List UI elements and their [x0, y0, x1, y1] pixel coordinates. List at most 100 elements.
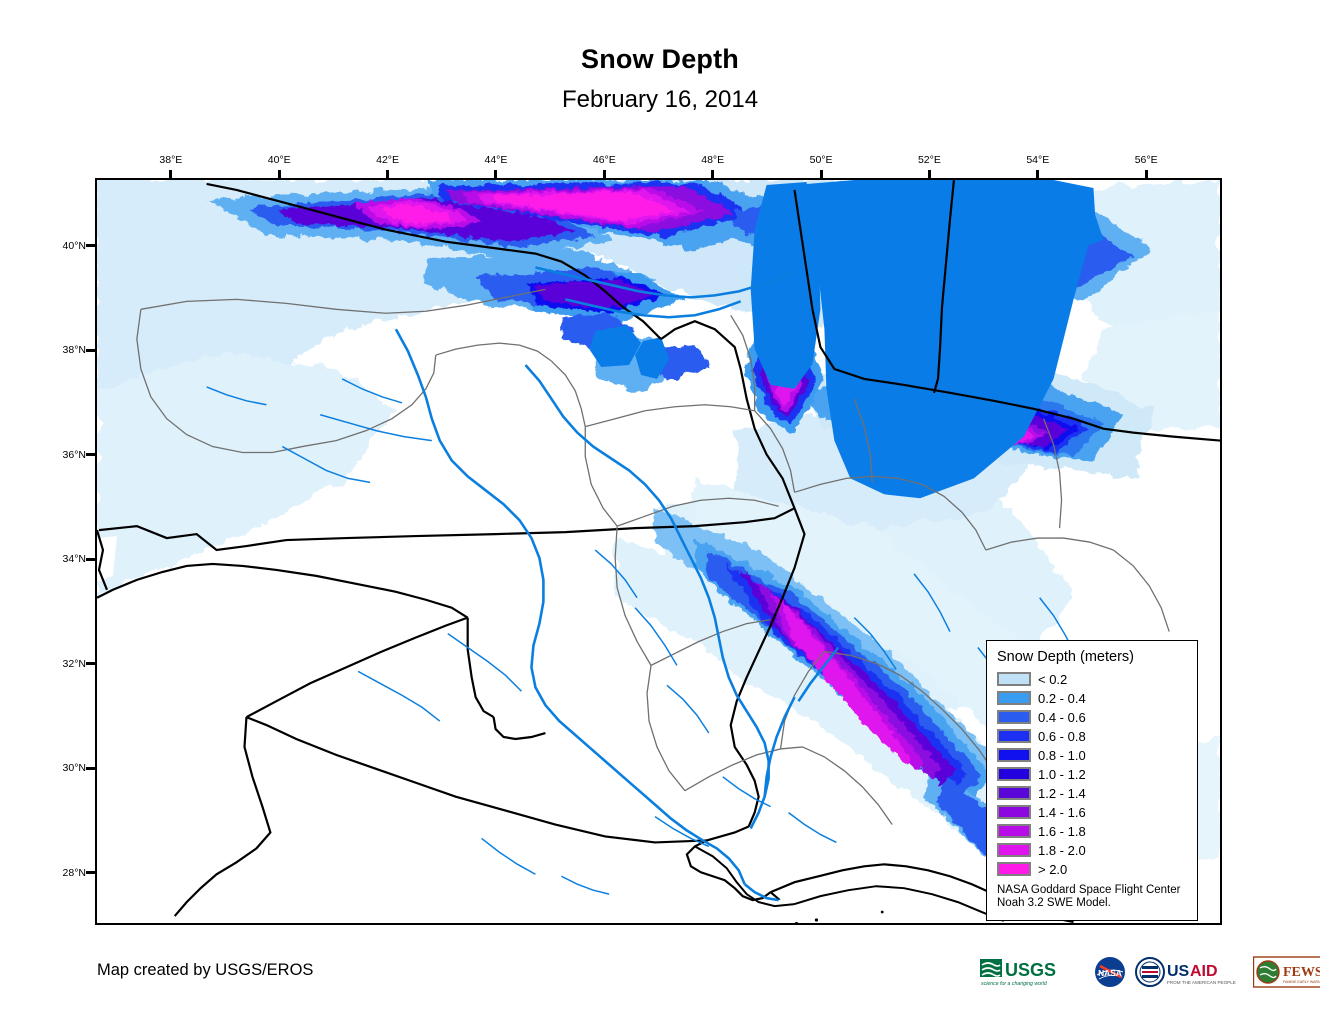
- usaid-logo: US AID FROM THE AMERICAN PEOPLE: [1134, 955, 1246, 989]
- svg-text:US: US: [1167, 963, 1190, 980]
- legend-swatch: [997, 805, 1031, 819]
- caspian-sea-west-lobe: [750, 181, 821, 389]
- latitude-label: 36°N: [62, 448, 86, 461]
- longitude-tick: [386, 170, 390, 179]
- longitude-label: 46°E: [592, 154, 616, 166]
- legend-label: 1.4 - 1.6: [1038, 804, 1086, 820]
- legend-row: 1.6 - 1.8: [997, 822, 1197, 840]
- latitude-label: 40°N: [62, 239, 86, 252]
- legend-swatch: [997, 672, 1031, 686]
- svg-text:FROM THE AMERICAN PEOPLE: FROM THE AMERICAN PEOPLE: [1167, 980, 1236, 985]
- legend-row: 1.4 - 1.6: [997, 803, 1197, 821]
- latitude-tick: [86, 871, 95, 875]
- legend-label: < 0.2: [1038, 671, 1068, 687]
- longitude-label: 40°E: [267, 154, 291, 166]
- map-credit: Map created by USGS/EROS: [97, 961, 314, 979]
- caspian-sea: [794, 180, 1096, 499]
- agency-logos: USGS science for a changing world NASA U…: [978, 954, 1320, 990]
- legend-row: < 0.2: [997, 670, 1197, 688]
- latitude-tick: [86, 662, 95, 666]
- latitude-label: 28°N: [62, 866, 86, 879]
- latitude-tick: [86, 348, 95, 352]
- longitude-tick: [819, 170, 823, 179]
- longitude-label: 56°E: [1134, 154, 1158, 166]
- legend-swatch: [997, 748, 1031, 762]
- longitude-label: 50°E: [809, 154, 833, 166]
- legend-swatch: [997, 729, 1031, 743]
- svg-text:NASA: NASA: [1098, 968, 1122, 978]
- legend-row: > 2.0: [997, 860, 1197, 878]
- svg-text:science for a changing world: science for a changing world: [981, 981, 1048, 987]
- legend-label: 1.6 - 1.8: [1038, 823, 1086, 839]
- legend-label: > 2.0: [1038, 861, 1068, 877]
- longitude-tick: [1144, 170, 1148, 179]
- svg-text:FEWS: FEWS: [1283, 965, 1320, 980]
- legend-title: Snow Depth (meters): [997, 649, 1134, 665]
- map-legend: Snow Depth (meters) < 0.2 0.2 - 0.4 0.4 - …: [986, 640, 1198, 921]
- caspian-sea-north-inlet: [914, 180, 1000, 222]
- legend-row: 0.8 - 1.0: [997, 746, 1197, 764]
- legend-label: 0.6 - 0.8: [1038, 728, 1086, 744]
- legend-label: 1.8 - 2.0: [1038, 842, 1086, 858]
- longitude-tick: [169, 170, 173, 179]
- longitude-tick: [277, 170, 281, 179]
- latitude-label: 30°N: [62, 762, 86, 775]
- legend-note-line2: Noah 3.2 SWE Model.: [997, 897, 1111, 909]
- rivers-minor: [206, 378, 1077, 895]
- legend-row: 0.4 - 0.6: [997, 708, 1197, 726]
- legend-note-line1: NASA Goddard Space Flight Center: [997, 884, 1181, 896]
- latitude-tick: [86, 766, 95, 770]
- legend-label: 0.8 - 1.0: [1038, 747, 1086, 763]
- nasa-logo: NASA: [1095, 957, 1125, 987]
- legend-source-note: NASA Goddard Space Flight Center Noah 3.…: [997, 884, 1197, 910]
- legend-row: 1.8 - 2.0: [997, 841, 1197, 859]
- latitude-label: 32°N: [62, 657, 86, 670]
- legend-swatch: [997, 767, 1031, 781]
- legend-label: 1.2 - 1.4: [1038, 785, 1086, 801]
- legend-swatch: [997, 710, 1031, 724]
- persian-gulf-coast: [694, 845, 1005, 922]
- lake-urmia: [635, 337, 669, 379]
- usgs-logo: USGS science for a changing world: [978, 955, 1086, 989]
- legend-class-list: < 0.2 0.2 - 0.4 0.4 - 0.6 0.6 - 0.8 0.8 - 1.…: [997, 670, 1197, 878]
- svg-text:USGS: USGS: [1005, 960, 1056, 980]
- legend-swatch: [997, 691, 1031, 705]
- persian-gulf: [778, 874, 1034, 923]
- lake-van: [589, 325, 642, 367]
- fewsnet-logo: FEWS FAMINE EARLY WARNING SYSTEMS NETWOR…: [1253, 956, 1320, 988]
- longitude-tick: [711, 170, 715, 179]
- longitude-label: 52°E: [917, 154, 941, 166]
- legend-row: 1.0 - 1.2: [997, 765, 1197, 783]
- latitude-tick: [86, 453, 95, 457]
- longitude-label: 48°E: [701, 154, 725, 166]
- longitude-label: 42°E: [376, 154, 400, 166]
- longitude-label: 54°E: [1026, 154, 1050, 166]
- latitude-tick: [86, 557, 95, 561]
- legend-row: 0.6 - 0.8: [997, 727, 1197, 745]
- svg-text:AID: AID: [1190, 963, 1218, 980]
- legend-row: 0.2 - 0.4: [997, 689, 1197, 707]
- longitude-label: 44°E: [484, 154, 508, 166]
- longitude-tick: [927, 170, 931, 179]
- legend-label: 1.0 - 1.2: [1038, 766, 1086, 782]
- latitude-label: 34°N: [62, 553, 86, 566]
- legend-swatch: [997, 786, 1031, 800]
- latitude-tick: [86, 244, 95, 248]
- legend-swatch: [997, 843, 1031, 857]
- page-subtitle: February 16, 2014: [561, 86, 759, 113]
- longitude-label: 38°E: [159, 154, 183, 166]
- page-title: Snow Depth: [581, 44, 739, 74]
- gulf-islands: [794, 910, 884, 923]
- longitude-tick: [494, 170, 498, 179]
- svg-text:FAMINE EARLY WARNING SYSTEMS N: FAMINE EARLY WARNING SYSTEMS NETWORK: [1283, 980, 1320, 984]
- country-borders: [97, 180, 1220, 923]
- legend-swatch: [997, 862, 1031, 876]
- legend-label: 0.4 - 0.6: [1038, 709, 1086, 725]
- legend-swatch: [997, 824, 1031, 838]
- legend-label: 0.2 - 0.4: [1038, 690, 1086, 706]
- rivers-major: [394, 266, 840, 902]
- longitude-tick: [1036, 170, 1040, 179]
- caspian-sea-ne-bay: [1027, 209, 1104, 260]
- legend-row: 1.2 - 1.4: [997, 784, 1197, 802]
- latitude-label: 38°N: [62, 344, 86, 357]
